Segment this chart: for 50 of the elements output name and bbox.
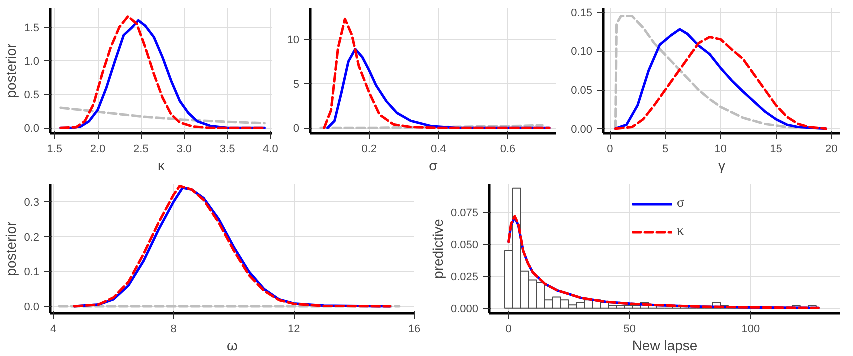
x-tick-label: 2.5 (134, 144, 149, 156)
y-tick-label: 1.0 (24, 56, 40, 68)
x-tick-label: 2.0 (90, 144, 106, 156)
x-tick-label: 8 (170, 324, 177, 336)
y-tick-label: 1.5 (24, 22, 40, 34)
y-tick-label: 0.0 (24, 123, 40, 136)
y-tick-label: 0.2 (24, 232, 40, 244)
y-tick-label: 5 (293, 78, 300, 91)
x-axis-title: σ (429, 158, 438, 174)
y-tick-label: 0.5 (24, 90, 40, 102)
y-tick-label: 0.3 (24, 196, 40, 209)
y-tick-label: 0.1 (24, 266, 40, 279)
y-tick-label: 0.050 (450, 240, 479, 252)
y-tick-label: 0.10 (571, 46, 593, 58)
y-tick-label: 0 (293, 123, 300, 136)
y-tick-label: 0.000 (450, 303, 479, 316)
x-tick-label: 4.0 (263, 144, 278, 156)
legend-label: σ (677, 196, 686, 212)
x-tick-label: 50 (624, 324, 636, 336)
x-tick-label: 5 (662, 144, 669, 156)
x-tick-label: 1.5 (47, 144, 62, 156)
x-tick-label: 20 (826, 144, 838, 156)
y-tick-label: 0.15 (571, 7, 593, 20)
x-tick-label: 0.4 (431, 144, 446, 156)
y-tick-label: 10 (287, 34, 300, 47)
y-axis-title: posterior (3, 43, 20, 98)
x-tick-label: 12 (288, 324, 300, 336)
x-tick-label: 0.6 (500, 144, 516, 156)
legend-label: κ (677, 224, 686, 240)
x-tick-label: 0 (607, 144, 614, 156)
y-tick-label: 0.025 (450, 271, 479, 284)
x-tick-label: 15 (770, 144, 782, 156)
x-tick-label: 16 (408, 324, 421, 336)
x-tick-label: 10 (714, 144, 728, 156)
y-tick-label: 0.00 (571, 124, 593, 136)
y-tick-label: 0.075 (450, 208, 479, 220)
x-tick-label: 0 (506, 324, 512, 336)
y-tick-label: 0.0 (24, 302, 40, 314)
x-tick-label: 3.5 (220, 144, 236, 156)
x-tick-label: 4 (50, 324, 57, 336)
y-tick-label: 0.05 (571, 85, 593, 98)
x-axis-title: κ (158, 158, 166, 174)
y-axis-title: predictive (430, 218, 446, 279)
x-tick-label: 3.0 (176, 144, 192, 156)
x-tick-label: 100 (742, 324, 760, 336)
x-axis-title: ω (227, 338, 238, 354)
x-tick-label: 0.2 (362, 144, 378, 156)
x-axis-title: New lapse (632, 338, 698, 354)
y-axis-title: posterior (3, 221, 20, 276)
x-axis-title: γ (718, 158, 726, 174)
